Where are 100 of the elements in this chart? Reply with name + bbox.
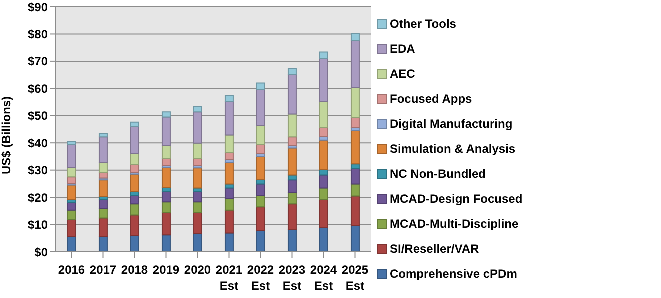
legend-label: NC Non-Bundled xyxy=(390,166,486,182)
bar xyxy=(130,174,140,192)
bar xyxy=(193,158,202,166)
bar xyxy=(350,40,360,88)
bar xyxy=(98,180,108,198)
bar xyxy=(67,202,76,211)
bar xyxy=(130,164,140,174)
x-tick-label: 2024 Est xyxy=(310,263,338,293)
bar xyxy=(98,199,108,209)
bar xyxy=(130,235,140,252)
bar xyxy=(162,202,171,214)
bar xyxy=(193,202,202,214)
bar xyxy=(256,156,266,180)
bar xyxy=(319,140,328,170)
legend-label: MCAD-Multi-Discipline xyxy=(390,216,519,232)
bar xyxy=(162,145,171,160)
bar xyxy=(162,112,171,118)
bar xyxy=(350,117,360,128)
bar xyxy=(162,234,171,252)
y-tick-label: $30 xyxy=(28,164,48,178)
bar xyxy=(67,219,76,238)
legend-label: Digital Manufacturing xyxy=(390,116,513,132)
bar xyxy=(256,82,266,90)
bar xyxy=(319,52,328,59)
bar xyxy=(350,130,360,165)
bar xyxy=(350,168,360,185)
bar xyxy=(130,214,140,236)
y-tick-label: $10 xyxy=(28,218,48,232)
bar xyxy=(130,153,140,166)
x-tick-label: 2019 xyxy=(152,263,180,277)
bar xyxy=(319,127,328,138)
bar xyxy=(288,114,297,138)
bar xyxy=(256,144,266,154)
x-tick-label: 2017 xyxy=(90,263,117,277)
bar xyxy=(130,122,140,128)
bar xyxy=(224,152,234,160)
bar xyxy=(288,229,297,252)
bar xyxy=(288,192,297,205)
bar xyxy=(256,88,266,126)
bar xyxy=(67,184,76,201)
bar xyxy=(193,212,202,235)
bar xyxy=(224,184,234,189)
bar xyxy=(256,195,266,208)
y-tick-label: $20 xyxy=(28,190,48,205)
y-tick-label: $70 xyxy=(28,54,48,69)
bar xyxy=(256,184,266,196)
bar xyxy=(256,230,266,252)
y-tick-label: $40 xyxy=(28,136,48,150)
legend-label: AEC xyxy=(390,66,416,82)
bar xyxy=(319,58,328,102)
bar xyxy=(256,206,266,232)
x-tick-label: 2020 xyxy=(184,263,212,277)
bar xyxy=(162,158,171,166)
bar xyxy=(224,134,234,154)
x-tick-label: 2021 Est xyxy=(216,263,243,293)
bar xyxy=(224,101,234,136)
bar xyxy=(319,174,328,189)
bar xyxy=(98,218,108,238)
bar xyxy=(288,148,297,176)
bar xyxy=(350,225,360,252)
bar xyxy=(67,144,76,168)
x-tick-label: 2016 xyxy=(58,263,86,277)
bar xyxy=(98,136,108,164)
bar xyxy=(193,142,202,160)
y-axis-title: US$ (Billions) xyxy=(0,96,14,174)
bar xyxy=(319,101,328,128)
bar xyxy=(67,176,76,184)
bar xyxy=(224,210,234,234)
bar xyxy=(67,142,76,146)
bar xyxy=(319,188,328,201)
bar xyxy=(288,180,297,194)
bar xyxy=(193,106,202,113)
legend-label: Other Tools xyxy=(390,16,456,32)
y-tick-label: $80 xyxy=(28,27,48,42)
bar xyxy=(98,236,108,252)
bar xyxy=(130,195,140,205)
y-tick-label: $90 xyxy=(28,0,48,14)
legend-label: SI/Reseller/VAR xyxy=(390,240,480,258)
bar xyxy=(224,162,234,185)
legend-label: Simulation & Analysis xyxy=(390,140,516,158)
legend-label: EDA xyxy=(390,40,416,58)
bar xyxy=(224,232,234,252)
bar xyxy=(319,227,328,252)
bar xyxy=(288,136,297,146)
bar xyxy=(162,212,171,236)
bar xyxy=(224,95,234,102)
y-tick-label: $60 xyxy=(28,82,48,96)
bar xyxy=(98,133,108,138)
bar xyxy=(130,204,140,216)
bar xyxy=(67,236,76,252)
bar xyxy=(130,126,140,154)
bar xyxy=(350,87,360,118)
bar xyxy=(350,33,360,42)
legend-label: MCAD-Design Focused xyxy=(390,190,523,208)
bar xyxy=(288,68,297,76)
y-tick-label: $50 xyxy=(28,109,48,124)
bar xyxy=(224,198,234,211)
bar xyxy=(193,168,202,189)
bar xyxy=(162,116,171,146)
bar xyxy=(98,162,108,174)
